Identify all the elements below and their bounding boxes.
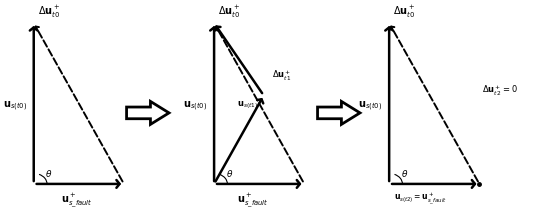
Text: $\theta$: $\theta$ <box>46 168 53 179</box>
Text: $\Delta\mathbf{u}_{t0}^+$: $\Delta\mathbf{u}_{t0}^+$ <box>218 4 241 20</box>
Text: $\mathbf{u}_{s(t0)}$: $\mathbf{u}_{s(t0)}$ <box>3 100 27 113</box>
Text: $\Delta\mathbf{u}_{t2}^+=0$: $\Delta\mathbf{u}_{t2}^+=0$ <box>482 83 518 98</box>
Text: $\theta$: $\theta$ <box>226 168 233 179</box>
Text: $\mathbf{u}_{s(t2)}=\mathbf{u}_{s\_fault}^+$: $\mathbf{u}_{s(t2)}=\mathbf{u}_{s\_fault… <box>394 191 446 207</box>
Text: $\mathbf{u}_{s\_fault}^+$: $\mathbf{u}_{s\_fault}^+$ <box>237 191 268 209</box>
Text: $\theta$: $\theta$ <box>401 168 408 179</box>
Text: $\Delta\mathbf{u}_{t0}^+$: $\Delta\mathbf{u}_{t0}^+$ <box>38 4 60 20</box>
Text: $\mathbf{u}_{s\_fault}^+$: $\mathbf{u}_{s\_fault}^+$ <box>61 191 92 209</box>
Text: $\mathbf{u}_{s(t0)}$: $\mathbf{u}_{s(t0)}$ <box>358 100 383 113</box>
Polygon shape <box>318 101 360 124</box>
Text: $\Delta\mathbf{u}_{t1}^+$: $\Delta\mathbf{u}_{t1}^+$ <box>272 69 291 83</box>
Polygon shape <box>127 101 169 124</box>
Text: $\mathbf{u}_{s(t1)}$: $\mathbf{u}_{s(t1)}$ <box>237 100 258 111</box>
Text: $\Delta\mathbf{u}_{t0}^+$: $\Delta\mathbf{u}_{t0}^+$ <box>393 4 416 20</box>
Text: $\mathbf{u}_{s(t0)}$: $\mathbf{u}_{s(t0)}$ <box>184 100 208 113</box>
